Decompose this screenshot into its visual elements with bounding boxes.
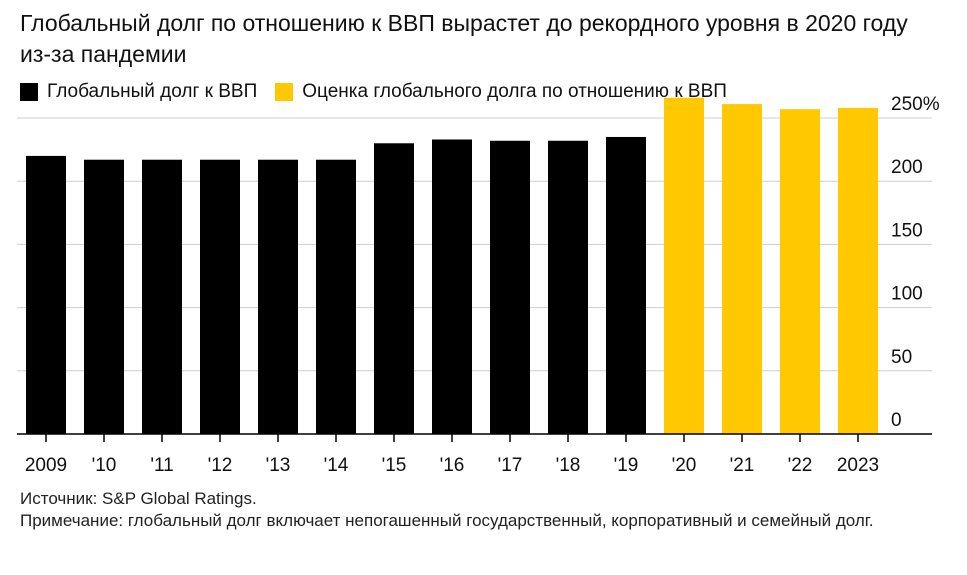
x-tick-label: 2009 [25, 455, 67, 476]
legend-swatch-estimate [275, 83, 294, 101]
y-tick-label: 200 [891, 157, 923, 178]
x-tick-label: '20 [672, 455, 697, 476]
x-tick-label: '22 [788, 455, 813, 476]
x-tick-label: '17 [498, 455, 523, 476]
bar [664, 97, 704, 434]
chart-notes: Источник: S&P Global Ratings. Примечание… [20, 488, 960, 532]
bar [142, 159, 182, 434]
x-tick-label: '13 [266, 455, 291, 476]
y-tick-label: 150 [891, 220, 923, 241]
legend: Глобальный долг к ВВП Оценка глобального… [20, 80, 745, 104]
x-tick-label: '15 [382, 455, 407, 476]
legend-item-actual: Глобальный долг к ВВП [20, 81, 257, 103]
bar [838, 107, 878, 434]
legend-label-estimate: Оценка глобального долга по отношению к … [302, 81, 727, 102]
x-tick-label: 2023 [837, 455, 879, 476]
y-tick-label: 250% [891, 94, 940, 115]
legend-label-actual: Глобальный долг к ВВП [47, 81, 258, 102]
bar [606, 136, 646, 434]
y-tick-label: 0 [891, 410, 902, 431]
y-tick-label: 100 [891, 284, 923, 305]
chart-title: Глобальный долг по отношению к ВВП вырас… [20, 10, 908, 67]
x-tick-label: '21 [730, 455, 755, 476]
x-tick-label: '11 [150, 455, 173, 476]
bar [26, 155, 66, 435]
bar [258, 159, 298, 434]
bar [316, 159, 356, 434]
x-tick-label: '19 [614, 455, 639, 476]
x-tick-label: '10 [92, 455, 117, 476]
x-tick-label: '14 [324, 455, 349, 476]
bar [548, 140, 588, 434]
source-note: Источник: S&P Global Ratings. [20, 489, 257, 508]
legend-item-estimate: Оценка глобального долга по отношению к … [275, 81, 727, 103]
legend-swatch-actual [20, 83, 38, 101]
footnote: Примечание: глобальный долг включает неп… [20, 511, 874, 530]
bar [432, 139, 472, 434]
bar [200, 159, 240, 434]
x-tick-label: '18 [556, 455, 581, 476]
x-tick-label: '16 [440, 455, 465, 476]
x-tick-label: '12 [208, 455, 233, 476]
bar [722, 104, 762, 434]
bar [84, 159, 124, 434]
bar [490, 140, 530, 434]
bar [374, 143, 414, 434]
bar [780, 109, 820, 434]
y-tick-label: 50 [891, 347, 912, 368]
